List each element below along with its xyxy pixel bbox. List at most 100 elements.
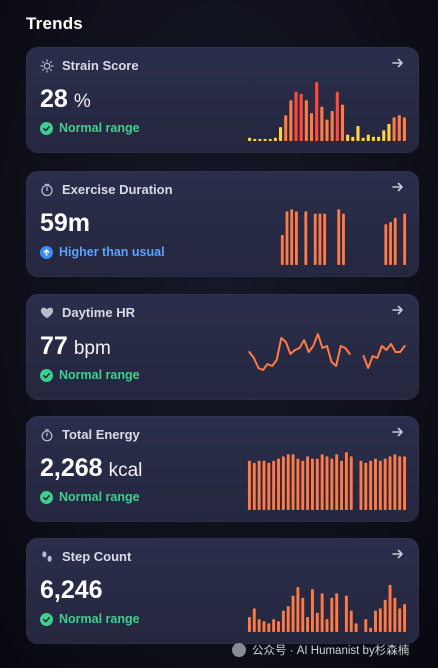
chart-bar — [371, 136, 375, 141]
chart-bar — [281, 456, 285, 510]
chart-bar — [248, 137, 252, 141]
chart-bar — [273, 137, 277, 141]
chart-bar — [253, 138, 257, 141]
footsteps-icon — [42, 550, 52, 562]
card-header: Step Count — [40, 549, 131, 564]
chart-bar — [286, 606, 290, 632]
chart-bar — [252, 462, 256, 510]
card-step-count[interactable]: Step Count 6,246 Normal range — [26, 538, 419, 644]
arrow-right-icon[interactable] — [391, 303, 405, 317]
chart-bar — [383, 458, 387, 510]
energy-chart — [247, 452, 407, 510]
check-circle-icon — [40, 368, 53, 382]
chart-bar — [325, 619, 329, 632]
chart-bar — [335, 593, 339, 632]
chart-bar — [382, 130, 386, 141]
chart-bar — [323, 213, 327, 265]
chart-bar — [286, 454, 290, 510]
chart-bar — [311, 589, 314, 632]
chart-bar — [388, 456, 392, 510]
value-unit: kcal — [108, 460, 143, 481]
chart-bar — [304, 100, 308, 141]
arrow-right-icon[interactable] — [391, 547, 405, 561]
strain-chart — [248, 82, 406, 141]
chart-bar — [296, 587, 300, 632]
page-title: Trends — [26, 14, 83, 33]
chart-bar — [374, 458, 377, 510]
value-number: 77 — [40, 332, 68, 360]
chart-bar — [290, 209, 294, 265]
chart-bar — [354, 623, 358, 632]
chart-bar — [369, 460, 373, 510]
chart-bar — [267, 623, 271, 632]
chart-bar — [378, 608, 382, 632]
steps-chart — [247, 584, 407, 632]
status-normal: Normal range — [40, 368, 140, 382]
chart-bar — [299, 93, 303, 141]
value-number: 59m — [40, 209, 91, 237]
chart-bar — [325, 456, 329, 510]
chart-bar — [306, 617, 310, 632]
chart-bar — [366, 134, 370, 141]
status-text: Normal range — [59, 612, 140, 626]
chart-bar — [289, 100, 293, 141]
arrow-right-icon[interactable] — [391, 180, 405, 194]
card-exercise-duration[interactable]: Exercise Duration 59m Higher than usual — [26, 171, 419, 277]
chart-bar — [267, 462, 271, 510]
chart-bar — [387, 123, 391, 141]
chart-bar — [393, 597, 397, 632]
chart-bar — [384, 224, 388, 265]
chart-bar — [296, 458, 300, 510]
chart-bar — [280, 235, 284, 265]
chart-line — [248, 333, 406, 371]
card-total-energy[interactable]: Total Energy 2,268 kcal Normal range — [26, 416, 419, 522]
card-header: Exercise Duration — [40, 182, 173, 197]
chart-bar — [393, 454, 397, 510]
chart-bar — [335, 454, 339, 510]
chart-bar — [315, 612, 319, 632]
chart-bar — [364, 462, 368, 510]
status-high: Higher than usual — [40, 245, 165, 259]
arrow-right-icon[interactable] — [391, 425, 405, 439]
watermark-text: 公众号 · AI Humanist by杉森楠 — [252, 645, 410, 657]
status-text: Higher than usual — [59, 245, 165, 259]
chart-bar — [403, 213, 407, 265]
chart-bar — [309, 113, 314, 141]
status-normal: Normal range — [40, 490, 140, 504]
check-circle-icon — [40, 121, 53, 135]
chart-bar — [301, 597, 305, 632]
chart-bar — [294, 91, 298, 141]
chart-bar — [344, 452, 348, 510]
chart-bar — [325, 119, 329, 141]
arrow-right-icon[interactable] — [391, 56, 405, 70]
chart-bar — [402, 117, 406, 141]
chart-bar — [378, 460, 382, 510]
chart-bar — [346, 134, 350, 141]
chart-bar — [291, 595, 295, 632]
chart-bar — [398, 608, 402, 632]
exercise-chart — [280, 209, 407, 265]
chart-bar — [361, 137, 365, 141]
chart-bar — [403, 456, 407, 510]
card-header: Total Energy — [40, 427, 140, 442]
chart-bar — [392, 117, 396, 141]
card-header: Strain Score — [40, 58, 139, 73]
chart-bar — [330, 597, 334, 632]
chart-bar — [364, 619, 368, 632]
card-daytime-hr[interactable]: Daytime HR 77 bpm Normal range — [26, 294, 419, 400]
chart-bar — [285, 211, 289, 265]
chart-bar — [301, 460, 305, 510]
card-strain-score[interactable]: Strain Score 28% Normal range — [26, 47, 419, 153]
heart-icon — [40, 307, 54, 318]
chart-bar — [315, 82, 319, 141]
chart-bar — [383, 599, 387, 632]
sun-icon — [40, 58, 54, 73]
chart-bar — [272, 460, 276, 510]
chart-bar — [337, 209, 341, 265]
check-circle-icon — [40, 612, 53, 626]
watermark: 公众号 · AI Humanist by杉森楠 — [232, 642, 409, 658]
chart-bar — [340, 104, 345, 141]
chart-bar — [340, 460, 343, 510]
chart-bar — [277, 621, 280, 632]
